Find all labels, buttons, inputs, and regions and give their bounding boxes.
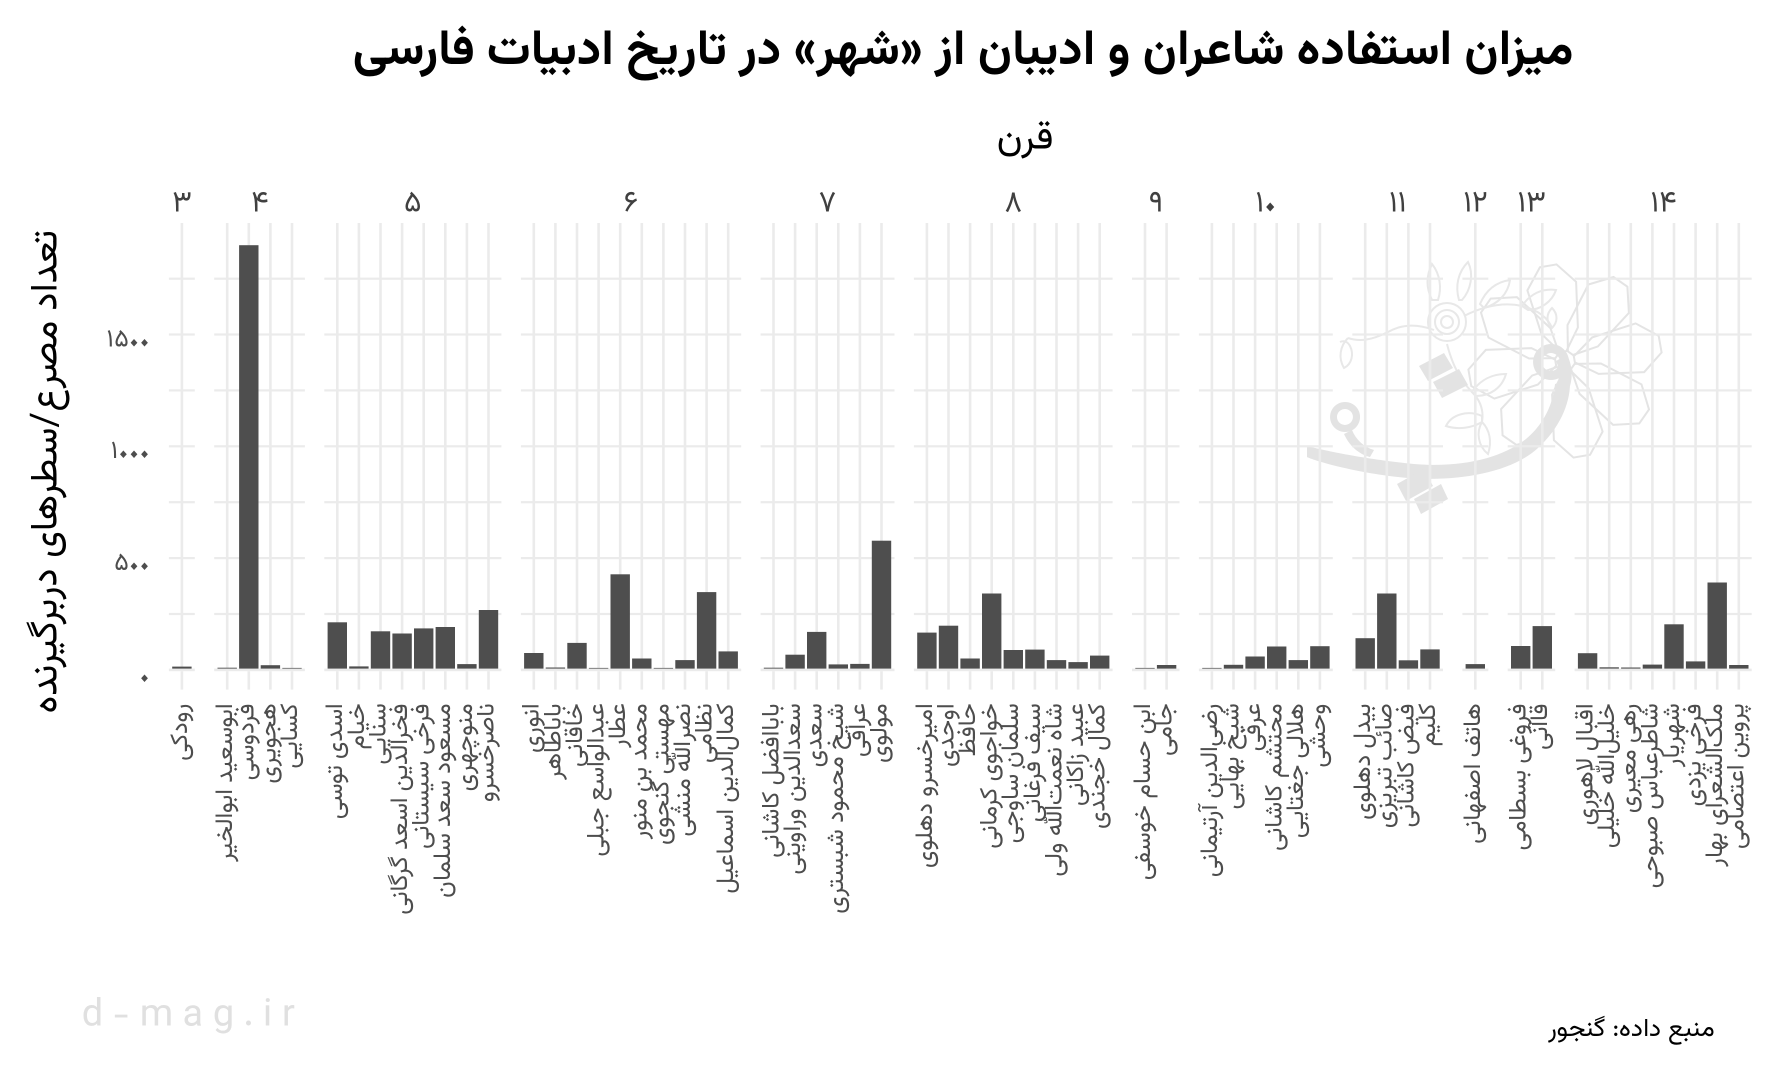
svg-text:محتشم کاشانی: محتشم کاشانی (1258, 704, 1296, 851)
svg-text:هاتف اصفهانی: هاتف اصفهانی (1456, 704, 1494, 844)
svg-text:محمد بن منور: محمد بن منور (623, 704, 661, 841)
svg-text:فردوسی: فردوسی (230, 704, 268, 781)
svg-text:کمال خجندی: کمال خجندی (1081, 704, 1119, 829)
svg-text:خواجوی کرمانی: خواجوی کرمانی (973, 704, 1011, 849)
svg-text:سیف فرغانی: سیف فرغانی (1016, 704, 1054, 822)
svg-text:ابن حسام خوسفی: ابن حسام خوسفی (1126, 704, 1164, 881)
svg-text:نظامی: نظامی (688, 703, 726, 762)
svg-text:۳: ۳ (172, 182, 192, 229)
svg-text:مسعود سعد سلمان: مسعود سعد سلمان (426, 704, 464, 898)
svg-text:d-mag.ir: d-mag.ir (82, 988, 305, 1047)
svg-text:فرخی سیستانی: فرخی سیستانی (405, 704, 443, 849)
svg-text:عطار: عطار (601, 704, 639, 749)
svg-text:سعدی: سعدی (798, 704, 836, 768)
svg-text:تعداد مصرع/سطرهای دربرگیرنده: تعداد مصرع/سطرهای دربرگیرنده (18, 230, 77, 714)
svg-text:۱۵۰۰: ۱۵۰۰ (107, 321, 150, 360)
svg-text:فرخی یزدی: فرخی یزدی (1677, 704, 1715, 807)
svg-text:رهی معیری: رهی معیری (1612, 704, 1650, 814)
svg-text:فخرالدین اسعد گرگانی: فخرالدین اسعد گرگانی (383, 704, 421, 915)
svg-text:قرن: قرن (997, 111, 1054, 170)
svg-text:عراقی: عراقی (841, 704, 879, 757)
svg-text:عبدالواسع جبلی: عبدالواسع جبلی (580, 704, 618, 857)
svg-text:اسدی توسی: اسدی توسی (318, 704, 356, 820)
svg-text:بیدل دهلوی: بیدل دهلوی (1346, 704, 1384, 820)
svg-text:پروین اعتصامی: پروین اعتصامی (1720, 704, 1758, 849)
svg-text:۱۴: ۱۴ (1650, 182, 1676, 229)
svg-text:۶: ۶ (624, 182, 639, 229)
svg-text:مولوی: مولوی (862, 704, 900, 763)
svg-text:۵: ۵ (404, 182, 422, 229)
svg-text:قاآنی: قاآنی (1523, 704, 1561, 750)
svg-text:شیخ محمود شبستری: شیخ محمود شبستری (819, 703, 857, 913)
svg-text:ابوسعید ابوالخیر: ابوسعید ابوالخیر (208, 704, 246, 863)
svg-text:جامی: جامی (1148, 704, 1186, 756)
svg-text:فیض کاشانی: فیض کاشانی (1389, 704, 1427, 828)
svg-text:فروغی بسطامی: فروغی بسطامی (1502, 704, 1540, 851)
svg-text:کمال‌الدین اسماعیل: کمال‌الدین اسماعیل (709, 704, 747, 894)
svg-text:سلمان ساوجی: سلمان ساوجی (994, 703, 1032, 843)
svg-text:خاقانی: خاقانی (558, 704, 596, 767)
svg-text:منوچهری: منوچهری (448, 704, 486, 792)
svg-text:خلیل‌الله خلیلی: خلیل‌الله خلیلی (1590, 704, 1628, 849)
svg-text:۸: ۸ (1004, 182, 1022, 229)
svg-text:اقبال لاهوری: اقبال لاهوری (1569, 704, 1607, 826)
svg-text:مهستی گنجوی: مهستی گنجوی (644, 704, 682, 845)
svg-text:رضی‌الدین آرتیمانی: رضی‌الدین آرتیمانی (1193, 704, 1231, 878)
svg-text:امیرخسرو دهلوی: امیرخسرو دهلوی (908, 704, 946, 868)
svg-text:منبع داده: گنجور: منبع داده: گنجور (1547, 1010, 1715, 1050)
svg-text:باباافضل کاشانی: باباافضل کاشانی (754, 704, 792, 858)
svg-text:۹: ۹ (1149, 182, 1163, 229)
svg-text:۱۱: ۱۱ (1389, 182, 1406, 229)
svg-text:۵۰۰: ۵۰۰ (114, 545, 150, 584)
svg-text:شهریار: شهریار (1655, 704, 1693, 768)
svg-text:صائب تبریزی: صائب تبریزی (1368, 704, 1406, 828)
svg-text:هلالی جغتایی: هلالی جغتایی (1279, 704, 1317, 838)
svg-text:سنایی: سنایی (361, 704, 399, 765)
svg-text:ناصرخسرو: ناصرخسرو (469, 703, 507, 802)
svg-text:میزان استفاده شاعران و ادیبان: میزان استفاده شاعران و ادیبان از «شهر» د… (353, 15, 1574, 91)
svg-text:شاطرعباس صبوحی: شاطرعباس صبوحی (1633, 704, 1671, 889)
svg-text:۱۰۰۰: ۱۰۰۰ (111, 433, 150, 472)
svg-text:۴: ۴ (251, 182, 268, 229)
svg-text:سعدالدین وراوینی: سعدالدین وراوینی (776, 704, 814, 875)
svg-text:شیخ بهایی: شیخ بهایی (1214, 704, 1252, 810)
svg-text:۱۳: ۱۳ (1517, 182, 1545, 229)
svg-text:شاه نعمت‌الله ولی: شاه نعمت‌الله ولی (1037, 704, 1075, 877)
svg-text:۰: ۰ (139, 657, 150, 696)
svg-text:حافظ: حافظ (951, 704, 989, 757)
svg-text:رودکی: رودکی (163, 704, 201, 761)
svg-text:عرفی: عرفی (1236, 704, 1274, 752)
svg-text:ملک‌الشعرای بهار: ملک‌الشعرای بهار (1698, 704, 1736, 868)
svg-text:انوری: انوری (515, 704, 553, 753)
svg-text:کلیم: کلیم (1411, 704, 1449, 747)
svg-text:وحشی: وحشی (1301, 704, 1339, 768)
svg-text:۱۰: ۱۰ (1255, 182, 1276, 229)
svg-text:خیام: خیام (340, 704, 378, 750)
svg-text:اوحدی: اوحدی (929, 704, 967, 767)
svg-text:کسایی: کسایی (273, 704, 311, 769)
svg-text:باباطاهر: باباطاهر (536, 704, 574, 781)
svg-text:نصرالله منشی: نصرالله منشی (666, 703, 704, 836)
svg-text:عبید زاکانی: عبید زاکانی (1059, 704, 1097, 806)
svg-text:هجویری: هجویری (251, 704, 289, 784)
svg-text:۷: ۷ (819, 182, 837, 229)
svg-text:۱۲: ۱۲ (1463, 182, 1487, 229)
